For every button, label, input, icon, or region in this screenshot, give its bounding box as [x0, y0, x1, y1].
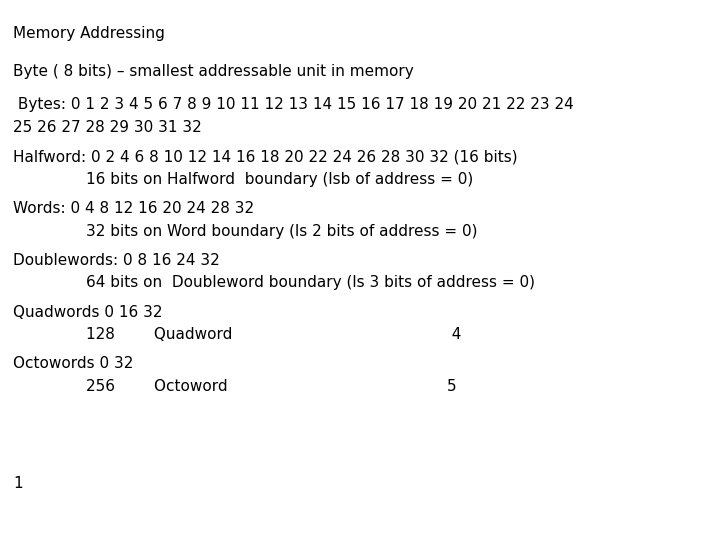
Text: Words: 0 4 8 12 16 20 24 28 32: Words: 0 4 8 12 16 20 24 28 32 — [13, 201, 254, 216]
Text: 25 26 27 28 29 30 31 32: 25 26 27 28 29 30 31 32 — [13, 120, 202, 135]
Text: 128        Quadword                                             4: 128 Quadword 4 — [86, 327, 462, 342]
Text: Byte ( 8 bits) – smallest addressable unit in memory: Byte ( 8 bits) – smallest addressable un… — [13, 64, 414, 79]
Text: 32 bits on Word boundary (ls 2 bits of address = 0): 32 bits on Word boundary (ls 2 bits of a… — [86, 224, 478, 239]
Text: 1: 1 — [13, 476, 22, 491]
Text: 256        Octoword                                             5: 256 Octoword 5 — [86, 379, 457, 394]
Text: Octowords 0 32: Octowords 0 32 — [13, 356, 133, 372]
Text: Doublewords: 0 8 16 24 32: Doublewords: 0 8 16 24 32 — [13, 253, 220, 268]
Text: 64 bits on  Doubleword boundary (ls 3 bits of address = 0): 64 bits on Doubleword boundary (ls 3 bit… — [86, 275, 536, 291]
Text: Halfword: 0 2 4 6 8 10 12 14 16 18 20 22 24 26 28 30 32 (16 bits): Halfword: 0 2 4 6 8 10 12 14 16 18 20 22… — [13, 149, 518, 164]
Text: Bytes: 0 1 2 3 4 5 6 7 8 9 10 11 12 13 14 15 16 17 18 19 20 21 22 23 24: Bytes: 0 1 2 3 4 5 6 7 8 9 10 11 12 13 1… — [13, 97, 574, 112]
Text: 16 bits on Halfword  boundary (lsb of address = 0): 16 bits on Halfword boundary (lsb of add… — [86, 172, 474, 187]
Text: Memory Addressing: Memory Addressing — [13, 26, 165, 41]
Text: Quadwords 0 16 32: Quadwords 0 16 32 — [13, 305, 163, 320]
